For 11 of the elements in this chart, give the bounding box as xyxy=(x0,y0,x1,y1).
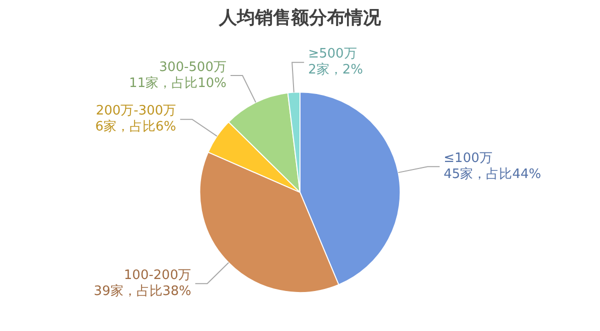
data-label: 39家，占比38% xyxy=(94,283,192,300)
data-label: 6家，占比6% xyxy=(95,118,176,135)
chart-title: 人均销售额分布情况 xyxy=(218,7,382,28)
data-label: 45家，占比44% xyxy=(444,166,542,182)
slice-label: 200万-300万 xyxy=(96,104,176,119)
slice-label: ≥500万 xyxy=(308,46,357,62)
slice-label: 300-500万 xyxy=(159,60,226,75)
data-label: 2家，2% xyxy=(308,62,363,78)
data-label: 11家，占比10% xyxy=(129,74,226,91)
slice-label: ≤100万 xyxy=(444,151,492,166)
slice-label: 100-200万 xyxy=(124,268,192,284)
